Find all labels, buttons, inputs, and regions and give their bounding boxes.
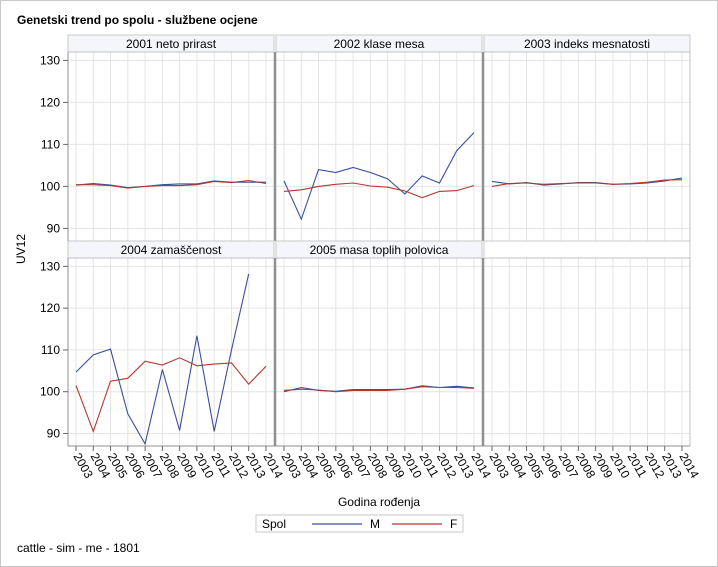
empty-panel-strip: [483, 240, 691, 259]
legend-label-M: M: [370, 517, 380, 531]
y-tick-label: 90: [47, 221, 61, 235]
chart-title: Genetski trend po spolu - službene ocjen…: [17, 13, 258, 27]
y-tick-label: 120: [40, 301, 60, 315]
x-axis-label: Godina rođenja: [338, 495, 420, 509]
y-tick-label: 110: [41, 343, 60, 357]
series-line-M: [75, 273, 250, 446]
legend-title: Spol: [262, 517, 286, 531]
series-line-F: [75, 357, 267, 434]
y-tick-label: 130: [40, 53, 60, 67]
panel-title: 2001 neto prirast: [126, 37, 217, 51]
y-tick-label: 110: [41, 137, 60, 151]
panel-background: [276, 258, 482, 446]
series-line-F: [491, 179, 683, 187]
panel-background: [484, 258, 690, 446]
series-line-F: [283, 386, 475, 393]
panel-title: 2002 klase mesa: [334, 37, 425, 51]
panel-background: [68, 258, 274, 446]
series-line-F: [283, 182, 475, 199]
y-tick-label: 130: [40, 259, 60, 273]
panel-title: 2005 masa toplih polovica: [310, 243, 449, 257]
footnote: cattle - sim - me - 1801: [17, 541, 140, 555]
panel-background: [68, 52, 274, 241]
y-tick-label: 90: [47, 426, 61, 440]
series-line-M: [283, 132, 475, 221]
y-tick-label: 100: [40, 385, 60, 399]
panel-background: [276, 52, 482, 241]
panel-title: 2003 indeks mesnatosti: [524, 37, 650, 51]
panel-title: 2004 zamaščenost: [121, 243, 222, 257]
legend-label-F: F: [450, 517, 457, 531]
y-axis-label: UV12: [14, 234, 28, 264]
series-line-F: [76, 179, 267, 189]
panel-background: [484, 52, 690, 241]
y-tick-label: 120: [40, 95, 60, 109]
y-tick-label: 100: [40, 179, 60, 193]
